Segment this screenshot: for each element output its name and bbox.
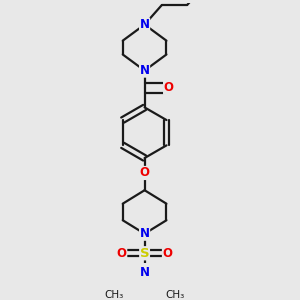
Text: N: N (140, 227, 150, 240)
Text: N: N (140, 64, 150, 77)
Text: O: O (140, 167, 150, 179)
Text: CH₃: CH₃ (104, 290, 124, 300)
Text: O: O (163, 247, 172, 260)
Text: S: S (140, 247, 149, 260)
Text: N: N (140, 266, 150, 279)
Text: O: O (164, 81, 174, 94)
Text: CH₃: CH₃ (166, 290, 185, 300)
Text: O: O (117, 247, 127, 260)
Text: N: N (140, 18, 150, 31)
